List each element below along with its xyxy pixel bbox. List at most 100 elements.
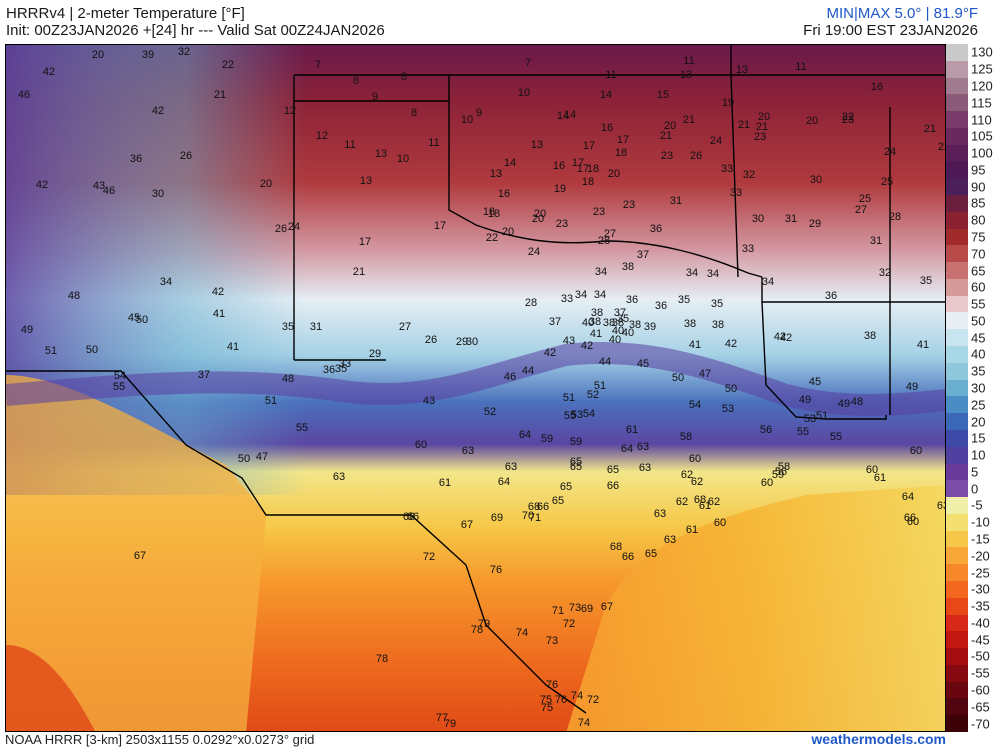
station-temp-label: 62 — [676, 496, 688, 508]
station-temp-label: 33 — [561, 293, 573, 305]
colorbar-swatch — [946, 60, 968, 79]
station-temp-label: 62 — [708, 496, 720, 508]
colorbar-swatch — [946, 228, 968, 246]
temperature-colorbar: 130 125 120 115 110 105 100 95 90 85 80 75 70 65 60 55 5… — [946, 44, 1000, 733]
station-temp-label: 33 — [730, 187, 742, 199]
la-border — [761, 301, 887, 420]
station-temp-label: 61 — [626, 424, 638, 436]
colorbar-swatch — [946, 396, 968, 414]
colorbar-label: 95 — [971, 162, 986, 178]
ar-ok-border — [730, 45, 739, 278]
station-temp-label: 21 — [756, 121, 768, 133]
site-credit[interactable]: weathermodels.com — [811, 731, 946, 747]
colorbar-swatch — [946, 648, 968, 666]
colorbar-swatch — [946, 480, 968, 498]
station-temp-label: 72 — [563, 618, 575, 630]
station-temp-label: 31 — [870, 235, 882, 247]
colorbar-label: 125 — [971, 61, 993, 77]
station-temp-label: 44 — [522, 365, 534, 377]
station-temp-label: 68 — [528, 501, 540, 513]
station-temp-label: 9 — [372, 91, 378, 103]
station-temp-label: 40 — [622, 327, 634, 339]
colorbar-swatch — [946, 346, 968, 364]
station-temp-label: 21 — [660, 130, 672, 142]
station-temp-label: 37 — [614, 307, 626, 319]
station-temp-label: 11 — [683, 55, 694, 67]
colorbar-swatch — [946, 715, 968, 733]
station-temp-label: 18 — [488, 208, 500, 220]
station-temp-label: 76 — [555, 694, 567, 706]
station-temp-label: 67 — [134, 550, 146, 562]
station-temp-label: 10 — [461, 114, 473, 126]
colorbar-swatch — [946, 312, 968, 330]
colorbar-label: 110 — [971, 112, 992, 127]
colorbar-label: 65 — [971, 263, 986, 279]
station-temp-label: 35 — [617, 313, 629, 325]
colorbar-label: -10 — [971, 514, 990, 530]
station-temp-label: 67 — [601, 601, 613, 613]
colorbar-label: -70 — [971, 716, 990, 732]
station-temp-label: 58 — [778, 461, 790, 473]
station-temp-label: 78 — [471, 624, 483, 636]
station-temp-label: 40 — [582, 317, 594, 329]
station-temp-label: 52 — [587, 389, 599, 401]
station-temp-label: 42 — [36, 179, 48, 191]
cold-front-band — [6, 342, 945, 416]
colorbar-label: 55 — [971, 296, 986, 312]
station-temp-label: 35 — [920, 275, 932, 287]
colorbar-swatch — [946, 698, 968, 716]
station-temp-label: 63 — [639, 462, 651, 474]
grid-info: NOAA HRRR [3-km] 2503x1155 0.0292°x0.027… — [5, 732, 315, 747]
colorbar-label: -50 — [971, 648, 990, 664]
station-temp-label: 30 — [466, 336, 478, 348]
station-temp-label: 27 — [399, 321, 411, 333]
station-temp-label: 74 — [516, 627, 528, 639]
colorbar-label: 20 — [971, 414, 986, 430]
station-temp-label: 28 — [525, 297, 537, 309]
colorbar-label: 120 — [971, 78, 993, 94]
station-temp-label: 51 — [563, 392, 575, 404]
station-temp-label: 13 — [680, 69, 692, 81]
station-temp-label: 65 — [607, 464, 619, 476]
station-temp-label: 21 — [738, 119, 750, 131]
station-temp-label: 22 — [486, 232, 498, 244]
station-temp-label: 17 — [577, 163, 589, 175]
colorbar-label: 15 — [971, 430, 986, 446]
station-temp-label: 56 — [760, 424, 772, 436]
station-temp-label: 59 — [570, 436, 582, 448]
station-temp-label: 23 — [593, 206, 605, 218]
colorbar-swatch — [946, 211, 968, 230]
station-temp-label: 17 — [572, 157, 584, 169]
station-temp-label: 72 — [423, 551, 435, 563]
station-temp-label: 23 — [754, 131, 766, 143]
station-temp-label: 26 — [425, 334, 437, 346]
station-temp-label: 12 — [284, 105, 296, 117]
station-temp-label: 23 — [623, 199, 635, 211]
station-temp-label: 24 — [884, 146, 896, 158]
station-temp-label: 66 — [407, 511, 419, 523]
station-temp-label: 68 — [403, 511, 415, 523]
station-temp-label: 43 — [563, 335, 575, 347]
station-temp-label: 25 — [859, 193, 871, 205]
colorbar-swatch — [946, 262, 968, 280]
colorbar-swatch — [946, 77, 968, 95]
station-temp-label: 13 — [375, 148, 387, 160]
colorbar-swatch — [946, 681, 968, 699]
station-temp-label: 38 — [622, 261, 634, 273]
colorbar-swatch — [946, 547, 968, 565]
station-temp-label: 63 — [637, 441, 649, 453]
colorbar-label: 35 — [971, 363, 986, 379]
station-temp-label: 46 — [504, 371, 516, 383]
station-temp-label: 53 — [571, 409, 583, 421]
us-mexico-border — [6, 370, 587, 714]
station-temp-label: 16 — [498, 188, 510, 200]
station-temp-label: 29 — [809, 218, 821, 230]
station-temp-label: 71 — [529, 512, 541, 524]
station-temp-label: 17 — [583, 140, 595, 152]
colorbar-label: 70 — [971, 246, 986, 262]
colorbar-label: 105 — [971, 128, 993, 144]
station-temp-label: 14 — [557, 110, 569, 122]
station-temp-label: 60 — [910, 445, 922, 457]
station-temp-label: 31 — [670, 195, 682, 207]
colorbar-swatch — [946, 446, 968, 464]
